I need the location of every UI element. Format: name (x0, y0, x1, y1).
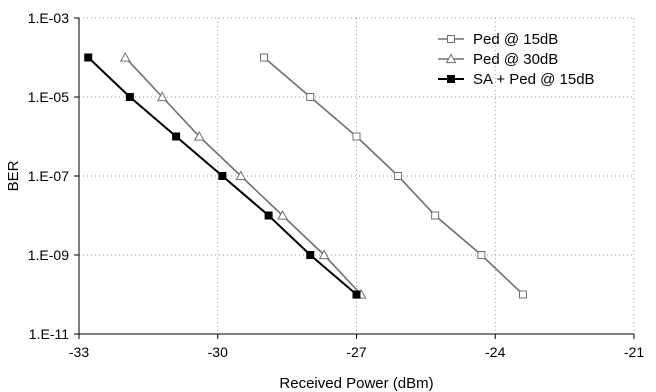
data-point (318, 249, 330, 260)
data-point (352, 290, 361, 299)
series-1 (260, 53, 527, 299)
legend: Ped @ 15dB Ped @ 30dB SA + Ped @ 15dB (438, 31, 595, 88)
data-point (260, 53, 268, 62)
data-point (306, 251, 315, 259)
legend-item-2: Ped @ 30dB (438, 51, 558, 68)
y-tick-label: 1.E-09 (28, 247, 69, 263)
data-point (84, 53, 93, 62)
x-tick-label: -24 (485, 344, 505, 360)
legend-marker (447, 35, 455, 43)
legend-item-3: SA + Ped @ 15dB (438, 71, 595, 88)
data-point (477, 251, 486, 259)
series-2 (119, 51, 367, 299)
data-point (156, 91, 168, 102)
data-point (277, 209, 288, 220)
data-point (193, 130, 205, 141)
y-tick-label: 1.E-07 (28, 168, 69, 184)
series-3 (84, 53, 361, 299)
legend-label: SA + Ped @ 15dB (473, 71, 595, 88)
data-point (352, 132, 361, 141)
data-point (264, 211, 273, 220)
axes (74, 17, 635, 339)
data-point (519, 290, 527, 299)
legend-label: Ped @ 30dB (473, 51, 558, 68)
x-tick-label: -27 (346, 344, 366, 360)
tick-labels: -33 -30 -27 -24 -21 1.E-03 1.E-05 1.E-07 1.E-09 1… (28, 10, 645, 360)
x-axis-title: Received Power (dBm) (279, 375, 433, 392)
y-tick-label: 1.E-05 (28, 89, 69, 105)
legend-marker (447, 75, 455, 83)
data-point (172, 132, 181, 141)
y-axis-title: BER (5, 160, 22, 191)
data-point (119, 51, 131, 62)
data-point (431, 211, 440, 220)
x-tick-label: -30 (208, 344, 228, 360)
legend-item-1: Ped @ 15dB (438, 31, 558, 48)
data-point (394, 172, 403, 180)
grid (79, 17, 635, 334)
data-point (125, 93, 134, 101)
data-point (306, 93, 315, 101)
x-tick-label: -33 (69, 344, 89, 360)
x-tick-label: -21 (624, 344, 644, 360)
legend-label: Ped @ 15dB (473, 31, 558, 48)
data-point (218, 172, 227, 180)
series-layer (84, 51, 527, 299)
y-tick-label: 1.E-11 (29, 326, 69, 342)
data-point (235, 170, 247, 181)
y-tick-label: 1.E-03 (28, 10, 69, 26)
legend-marker (445, 53, 457, 64)
